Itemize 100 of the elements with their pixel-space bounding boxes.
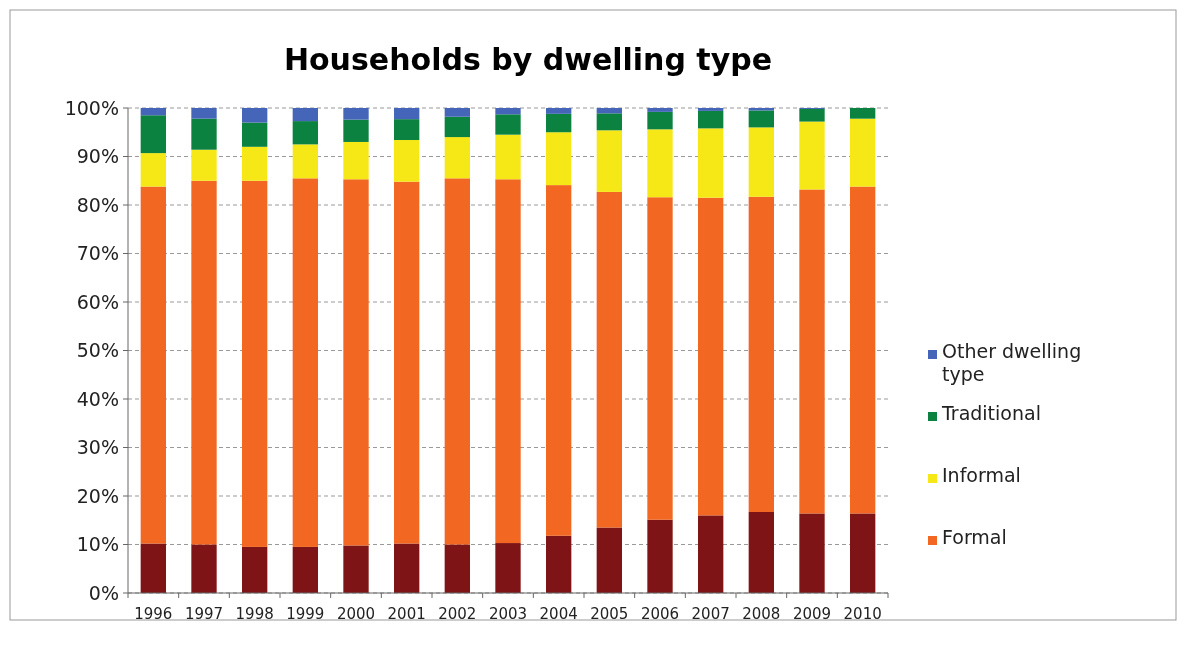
bar <box>698 108 724 111</box>
bar <box>495 179 521 544</box>
y-tick-label: 30% <box>76 436 119 459</box>
bar <box>292 546 318 593</box>
bar <box>343 108 369 120</box>
bar <box>444 544 470 593</box>
x-tick-label: 1997 <box>184 605 224 623</box>
bar <box>242 108 268 123</box>
chart-title: Households by dwelling type <box>283 42 773 77</box>
bar <box>596 113 622 131</box>
x-tick-label: 2002 <box>438 605 477 623</box>
bar <box>850 186 876 514</box>
bar <box>394 108 420 120</box>
bar <box>191 108 217 119</box>
bar <box>292 108 318 122</box>
x-tick-label: 2001 <box>387 605 426 623</box>
x-tick-label: 2008 <box>742 605 781 623</box>
legend-label: Traditional <box>941 402 1041 424</box>
bar <box>647 108 673 112</box>
bar <box>698 197 724 516</box>
x-tick-label: 2006 <box>640 605 680 623</box>
bar <box>191 180 217 545</box>
y-tick-label: 80% <box>76 193 119 216</box>
bar <box>444 178 470 545</box>
y-tick-label: 50% <box>76 339 119 362</box>
bar <box>292 144 318 179</box>
bar <box>850 108 876 119</box>
bar <box>748 127 774 197</box>
x-tick-label: 2004 <box>539 605 578 623</box>
bar <box>394 543 420 593</box>
bar <box>242 546 268 593</box>
bar <box>191 149 217 181</box>
bar <box>799 108 825 122</box>
bar <box>698 110 724 129</box>
bar <box>394 140 420 182</box>
bar <box>596 191 622 528</box>
y-tick-label: 40% <box>76 387 119 410</box>
bar <box>698 515 724 593</box>
bar <box>343 545 369 593</box>
legend-label: Informal <box>942 464 1021 486</box>
x-tick-label: 2007 <box>691 605 730 623</box>
bar <box>495 108 521 115</box>
bar <box>394 119 420 141</box>
bar <box>444 137 470 179</box>
bar <box>242 180 268 547</box>
y-tick-label: 90% <box>76 145 119 168</box>
bar <box>242 146 268 181</box>
y-tick-label: 60% <box>76 290 119 313</box>
bar <box>799 121 825 190</box>
bar <box>444 116 470 138</box>
bar <box>546 113 572 133</box>
bar <box>495 543 521 593</box>
bar <box>596 130 622 192</box>
bar <box>242 122 268 147</box>
bar <box>748 110 774 128</box>
x-tick-label: 2000 <box>336 605 376 623</box>
bar <box>647 519 673 593</box>
x-tick-label: 2009 <box>792 605 832 623</box>
bar <box>596 108 622 114</box>
x-tick-label: 2005 <box>590 605 629 623</box>
bar <box>191 118 217 150</box>
bar <box>292 178 318 547</box>
legend-label: Formal <box>942 526 1007 548</box>
x-tick-label: 1999 <box>286 605 325 623</box>
bar <box>140 108 166 116</box>
bar <box>748 512 774 593</box>
legend-label: Other dwelling type <box>942 340 1082 385</box>
bar <box>799 513 825 593</box>
bar <box>140 186 166 544</box>
bar <box>292 121 318 145</box>
bar <box>546 132 572 186</box>
bar <box>647 129 673 198</box>
bar <box>799 189 825 514</box>
bar <box>444 108 470 117</box>
bar <box>495 114 521 135</box>
bar <box>191 544 217 593</box>
y-tick-label: 20% <box>76 484 119 507</box>
x-tick-label: 2010 <box>843 605 882 623</box>
bar <box>140 153 166 187</box>
bar <box>850 118 876 187</box>
bar <box>596 527 622 593</box>
y-tick-label: 100% <box>64 96 119 119</box>
bar <box>546 535 572 593</box>
bar <box>546 108 572 114</box>
x-tick-label: 1996 <box>134 605 173 623</box>
bar <box>748 196 774 513</box>
bar <box>140 543 166 593</box>
bar <box>647 111 673 130</box>
y-tick-label: 70% <box>76 242 119 265</box>
bar <box>850 513 876 593</box>
bar <box>394 181 420 544</box>
bar <box>546 185 572 536</box>
bar <box>343 179 369 546</box>
bar <box>647 197 673 520</box>
bar <box>343 141 369 180</box>
bar <box>495 134 521 180</box>
x-tick-label: 2003 <box>488 605 528 623</box>
bar <box>140 115 166 154</box>
bar <box>343 119 369 142</box>
y-tick-label: 10% <box>76 533 119 556</box>
